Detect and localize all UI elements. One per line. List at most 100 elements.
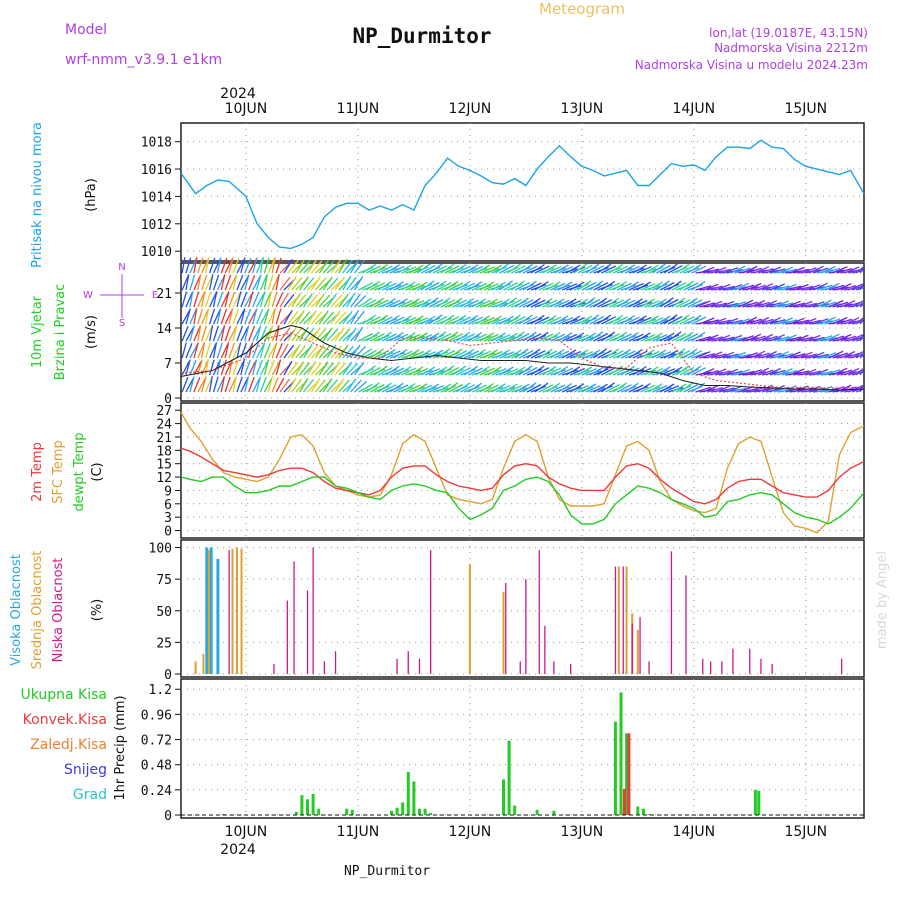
wind-barb <box>385 314 400 325</box>
wind-barb <box>436 348 451 359</box>
wind-barb <box>789 266 805 274</box>
wind-barb <box>189 376 195 393</box>
wind-barb <box>310 362 323 376</box>
wind-barb <box>624 367 640 376</box>
wind-barb <box>424 332 440 342</box>
wind-barb <box>546 367 562 376</box>
wind-barb <box>306 361 317 376</box>
wind-barb <box>722 267 739 274</box>
wind-barb <box>718 387 735 393</box>
wind-barb <box>299 377 309 393</box>
wind-barb <box>761 300 778 308</box>
wind-barb <box>416 298 432 308</box>
convective-bar <box>627 733 631 815</box>
bottom-day-label: 14JUN <box>672 824 715 840</box>
wind-barb <box>683 348 698 359</box>
wind-barb <box>616 384 632 393</box>
wind-barb <box>185 377 195 393</box>
wind-barb <box>675 314 690 325</box>
wind-barb <box>652 334 668 342</box>
wind-barb <box>754 316 770 325</box>
wind-barb <box>283 344 295 359</box>
wind-barb <box>318 361 329 376</box>
wind-barb <box>306 259 318 274</box>
wind-barb <box>310 260 323 274</box>
wind-barb <box>585 385 601 393</box>
wind-barb <box>299 327 309 342</box>
wind-barb <box>722 317 739 325</box>
wind-barb <box>314 379 326 393</box>
wind-barb <box>742 265 758 274</box>
wind-barb <box>628 333 644 342</box>
wind-barb <box>495 298 510 308</box>
cloud-low-bar <box>312 547 314 674</box>
wind-barb <box>671 282 687 291</box>
cloud-low-bar <box>286 600 288 674</box>
wind-barb <box>797 285 814 291</box>
legend-hail: Grad <box>73 787 107 803</box>
wind-barb <box>306 310 317 325</box>
wind-barb <box>640 283 656 291</box>
wind-barb <box>499 280 514 291</box>
wind-barb <box>204 257 210 274</box>
wind-barb <box>362 299 377 308</box>
wind-barb <box>565 264 581 274</box>
wind-barb <box>750 350 766 359</box>
wind-barb <box>836 283 852 291</box>
wind-barb <box>518 263 533 274</box>
cloud-low-bar <box>639 617 641 674</box>
rain-bar <box>418 808 421 815</box>
wind-barb <box>577 366 593 376</box>
wind-barb <box>228 275 237 291</box>
wind-barb <box>209 292 217 308</box>
legend-conv: Konvek.Kisa <box>23 712 107 728</box>
wind-barb <box>538 333 554 342</box>
wind-barb <box>299 276 309 291</box>
wind-barb <box>514 282 530 291</box>
wind-barb <box>608 263 624 274</box>
wind-barb <box>220 308 228 325</box>
rain-bar <box>647 814 651 815</box>
wind-barb <box>593 383 608 393</box>
wind-barb <box>785 285 802 291</box>
wind-barb <box>777 368 793 376</box>
wind-barb <box>750 284 766 291</box>
wind-barb <box>750 299 766 308</box>
wind-barb <box>526 383 542 393</box>
wind-barb <box>636 382 651 393</box>
wind-barb <box>667 366 683 376</box>
wind-barb <box>793 283 809 291</box>
wind-barb <box>306 345 319 359</box>
wind-barb <box>538 384 554 393</box>
rain-bar <box>619 692 623 815</box>
wind-barb <box>256 343 265 359</box>
wind-barb <box>781 369 798 376</box>
wind-barb <box>730 301 747 308</box>
rain-bar <box>300 795 304 815</box>
wind-barb <box>189 291 194 308</box>
wind-barb <box>444 366 460 376</box>
wind-barb <box>385 299 401 308</box>
wind-barb <box>546 265 562 274</box>
wind-barb <box>224 258 234 274</box>
cloud-mid-bar <box>502 591 505 674</box>
wind-barb <box>201 258 210 274</box>
wind-barb <box>385 264 400 274</box>
wind-barb <box>318 259 330 274</box>
cloud-low-bar <box>710 661 712 674</box>
precip-labels: 1hr Precip (mm) Ukupna Kisa Konvek.Kisa … <box>20 687 128 803</box>
wind-barb <box>208 308 216 325</box>
wind-barb <box>252 308 258 325</box>
wind-barb <box>322 311 335 325</box>
wind-barb <box>197 343 205 359</box>
wind-barb <box>216 275 225 291</box>
wind-barb <box>691 331 706 342</box>
wind-barb <box>730 265 746 274</box>
wind-barb <box>377 331 392 342</box>
wind-barb <box>667 265 683 274</box>
wind-barb <box>769 283 786 291</box>
wind-barb <box>495 334 511 342</box>
wind-barb <box>483 283 499 291</box>
wind-barb <box>769 268 786 274</box>
wind-barb <box>503 368 519 376</box>
